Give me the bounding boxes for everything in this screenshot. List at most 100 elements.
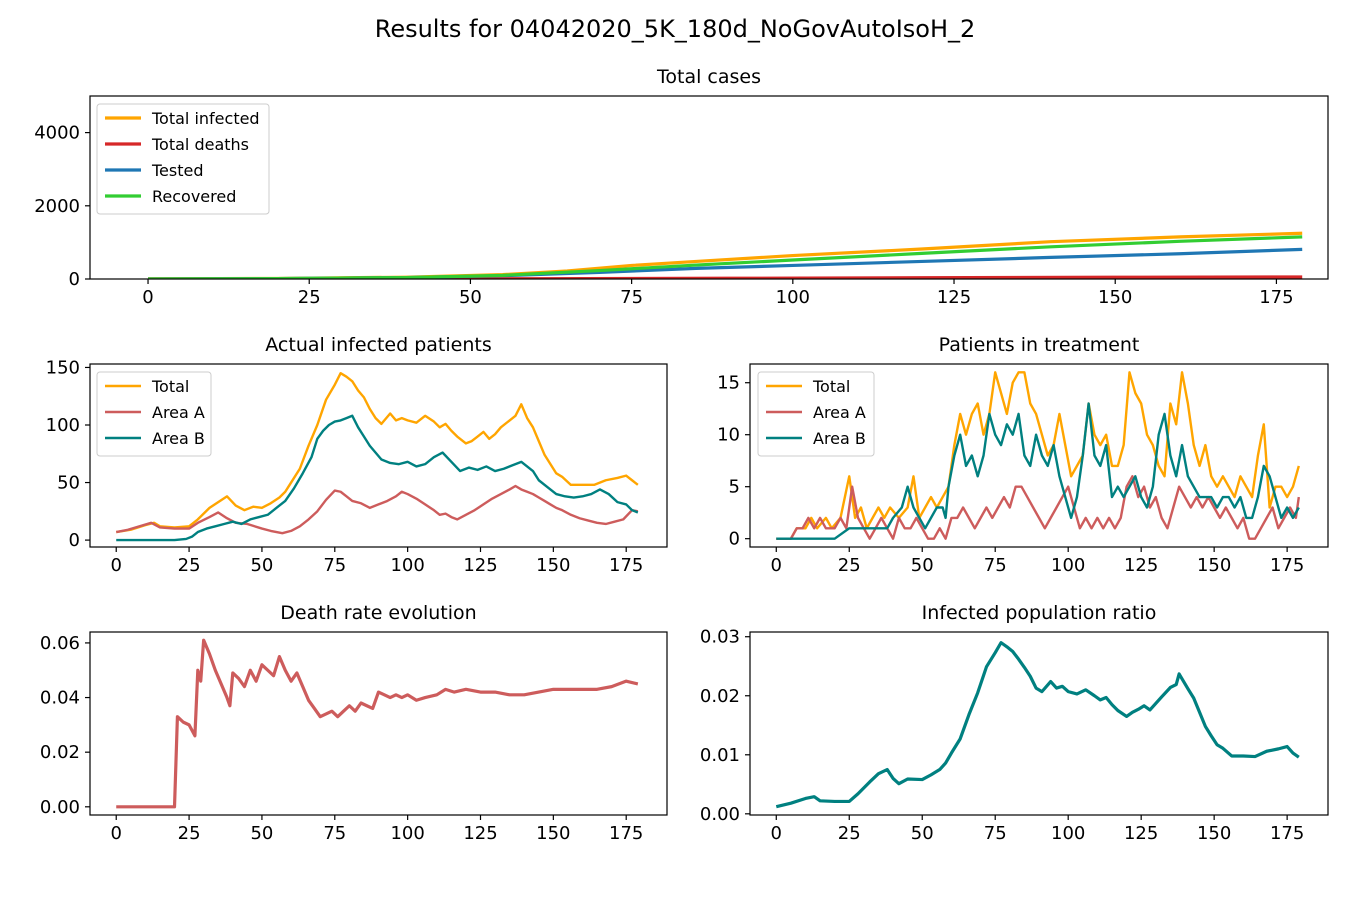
patients-in-treatment-legend-label-area-a: Area A — [813, 403, 866, 422]
infected-population-ratio-x-tick-label: 0 — [771, 823, 782, 844]
actual-infected-patients-line-total — [116, 372, 639, 534]
treatment-legend: Total Area A Area B — [757, 371, 875, 457]
patients-in-treatment-x-tick-label: 50 — [911, 555, 934, 576]
death-rate-lines — [116, 638, 639, 809]
patients-in-treatment-x-tick-label: 150 — [1197, 555, 1231, 576]
total-cases-line-recovered — [148, 235, 1303, 279]
actual-infected-patients-x-tick-label: 150 — [536, 555, 570, 576]
actual-infected-patients-y-tick-label: 50 — [57, 473, 80, 494]
death-rate-evolution-frame — [89, 631, 668, 816]
actual-infected-patients-legend-label-total: Total — [151, 377, 189, 396]
death-rate-evolution-x-tick-label: 150 — [536, 823, 570, 844]
patients-in-treatment-legend-frame — [757, 371, 875, 457]
total-cases-legend-label-total-infected: Total infected — [151, 109, 260, 128]
patients-in-treatment-y-tick-label: 5 — [729, 477, 740, 498]
infected-population-ratio-y-tick-label: 0.03 — [700, 627, 740, 648]
infected-population-ratio-x-tick-label: 25 — [838, 823, 861, 844]
infected-ratio-axes: 0 25 50 75 100 125 150 175 0.00 0.01 0.02 0.03 — [700, 627, 1329, 844]
total-cases-frame — [89, 95, 1329, 280]
actual-infected-axes: 0 25 50 75 100 125 150 175 0 50 100 150 — [46, 357, 668, 576]
total-cases-y-tick-label: 2000 — [34, 196, 80, 217]
treatment-panel: Patients in treatment 0 25 50 75 100 125 150 17… — [717, 334, 1329, 576]
total-cases-axes: 0 25 50 75 100 125 150 175 0 2000 4000 — [34, 95, 1329, 308]
total-cases-y-tick-label: 0 — [69, 269, 80, 290]
patients-in-treatment-x-tick-label: 25 — [838, 555, 861, 576]
infected-population-ratio-y-tick-label: 0.00 — [700, 804, 740, 825]
actual-infected-patients-x-tick-label: 0 — [111, 555, 122, 576]
patients-in-treatment-x-tick-label: 0 — [771, 555, 782, 576]
death-rate-axes: 0 25 50 75 100 125 150 175 0.00 0.02 0.04 0.06 — [40, 631, 668, 844]
actual-infected-patients-frame — [89, 363, 668, 548]
total-cases-y-tick-label: 4000 — [34, 123, 80, 144]
death-rate-evolution-x-tick-label: 75 — [323, 823, 346, 844]
death-rate-panel: Death rate evolution 0 25 50 75 100 125 150 175… — [40, 602, 668, 844]
treatment-title: Patients in treatment — [939, 334, 1140, 356]
death-rate-evolution-x-tick-label: 125 — [463, 823, 497, 844]
infected-population-ratio-x-tick-label: 175 — [1270, 823, 1304, 844]
total-cases-title: Total cases — [656, 66, 761, 88]
total-cases-x-tick-label: 125 — [937, 287, 971, 308]
infected-ratio-lines — [775, 641, 1300, 809]
actual-infected-patients-x-tick-label: 175 — [609, 555, 643, 576]
infected-population-ratio-x-tick-label: 50 — [911, 823, 934, 844]
actual-infected-patients-legend-frame — [96, 371, 212, 457]
total-cases-legend: Total infected Total deaths Tested Recovere… — [96, 103, 270, 215]
infected-population-ratio-x-tick-label: 125 — [1124, 823, 1158, 844]
patients-in-treatment-line-area-a — [776, 475, 1300, 540]
death-rate-title: Death rate evolution — [280, 602, 476, 624]
death-rate-evolution-x-tick-label: 25 — [178, 823, 201, 844]
patients-in-treatment-x-tick-label: 175 — [1270, 555, 1304, 576]
total-cases-panel: Total cases 0 25 50 75 100 125 150 175 0 2000 4000… — [34, 66, 1329, 308]
death-rate-evolution-x-tick-label: 100 — [390, 823, 424, 844]
figure-suptitle: Results for 04042020_5K_180d_NoGovAutoIs… — [375, 15, 976, 43]
patients-in-treatment-x-tick-label: 125 — [1124, 555, 1158, 576]
infected-population-ratio-y-tick-label: 0.01 — [700, 745, 740, 766]
death-rate-evolution-x-tick-label: 0 — [111, 823, 122, 844]
total-cases-x-tick-label: 25 — [298, 287, 321, 308]
patients-in-treatment-x-tick-label: 75 — [984, 555, 1007, 576]
total-cases-x-tick-label: 100 — [776, 287, 810, 308]
actual-infected-panel: Actual infected patients 0 25 50 75 100 125 15… — [46, 334, 668, 576]
patients-in-treatment-x-tick-label: 100 — [1051, 555, 1085, 576]
infected-population-ratio-x-tick-label: 75 — [984, 823, 1007, 844]
actual-infected-patients-legend-label-area-a: Area A — [152, 403, 205, 422]
total-cases-legend-label-recovered: Recovered — [152, 187, 236, 206]
actual-infected-patients-y-tick-label: 100 — [46, 415, 80, 436]
actual-infected-legend: Total Area A Area B — [96, 371, 212, 457]
infected-ratio-panel: Infected population ratio 0 25 50 75 100 125 1… — [700, 602, 1329, 844]
actual-infected-patients-line-area-a — [115, 484, 639, 535]
infected-population-ratio-x-tick-label: 150 — [1197, 823, 1231, 844]
actual-infected-lines — [115, 372, 639, 542]
actual-infected-patients-x-tick-label: 75 — [323, 555, 346, 576]
total-cases-x-tick-label: 0 — [142, 287, 153, 308]
total-cases-x-tick-label: 50 — [459, 287, 482, 308]
actual-infected-patients-legend-label-area-b: Area B — [152, 429, 205, 448]
infected-population-ratio-line-series-0 — [775, 641, 1300, 809]
actual-infected-patients-x-tick-label: 100 — [390, 555, 424, 576]
treatment-axes: 0 25 50 75 100 125 150 175 0 5 10 15 — [717, 363, 1329, 576]
patients-in-treatment-y-tick-label: 10 — [717, 425, 740, 446]
actual-infected-patients-x-tick-label: 25 — [178, 555, 201, 576]
actual-infected-patients-x-tick-label: 125 — [463, 555, 497, 576]
actual-infected-patients-y-tick-label: 0 — [69, 530, 80, 551]
actual-infected-patients-y-tick-label: 150 — [46, 357, 80, 378]
total-cases-legend-frame — [96, 103, 270, 215]
patients-in-treatment-y-tick-label: 0 — [729, 529, 740, 550]
total-cases-x-tick-label: 150 — [1098, 287, 1132, 308]
actual-infected-patients-line-area-b — [116, 414, 639, 542]
death-rate-evolution-y-tick-label: 0.06 — [40, 633, 80, 654]
infected-population-ratio-frame — [749, 631, 1329, 816]
infected-ratio-title: Infected population ratio — [922, 602, 1157, 624]
treatment-lines — [776, 371, 1300, 540]
total-cases-legend-label-tested: Tested — [151, 161, 204, 180]
patients-in-treatment-line-total — [776, 371, 1300, 540]
infected-population-ratio-y-tick-label: 0.02 — [700, 686, 740, 707]
patients-in-treatment-y-tick-label: 15 — [717, 373, 740, 394]
patients-in-treatment-legend-label-area-b: Area B — [813, 429, 866, 448]
death-rate-evolution-y-tick-label: 0.02 — [40, 742, 80, 763]
actual-infected-patients-x-tick-label: 50 — [250, 555, 273, 576]
death-rate-evolution-x-tick-label: 175 — [609, 823, 643, 844]
total-cases-x-tick-label: 175 — [1259, 287, 1293, 308]
infected-population-ratio-x-tick-label: 100 — [1051, 823, 1085, 844]
